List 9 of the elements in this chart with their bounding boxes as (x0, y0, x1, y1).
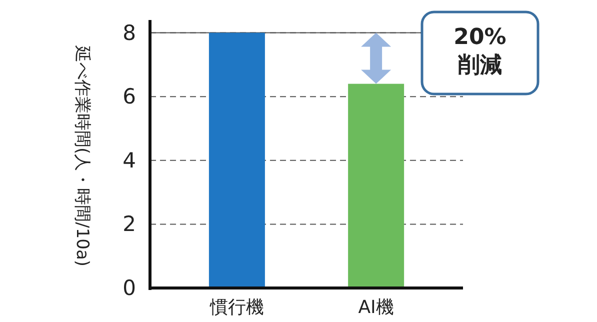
y-tick-label: 2 (122, 212, 136, 236)
x-tick-label: AI機 (358, 297, 394, 318)
y-tick-label: 6 (122, 84, 136, 109)
x-tick-label: 慣行機 (208, 297, 264, 318)
y-tick-label: 0 (122, 276, 136, 300)
y-tick-label: 4 (122, 148, 136, 172)
y-axis-title: 延べ作業時間(人・時間/10a) (72, 44, 92, 267)
y-tick-label: 8 (122, 20, 136, 45)
annotation: 20% 削減 (454, 25, 506, 78)
